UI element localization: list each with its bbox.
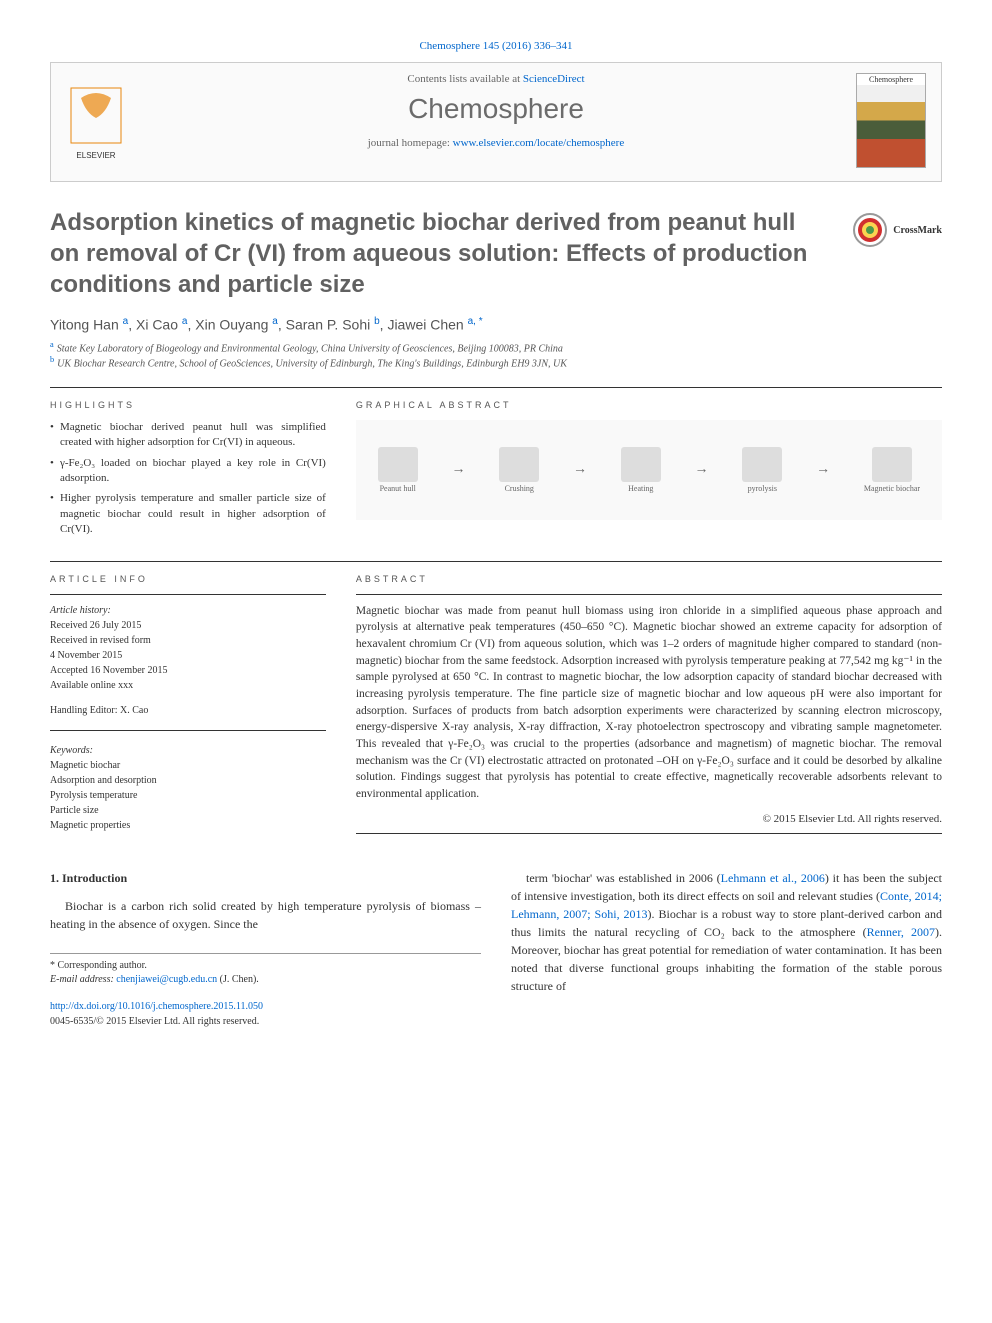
keyword-item: Particle size	[50, 803, 326, 818]
crossmark-label: CrossMark	[893, 225, 942, 236]
graphical-abstract-label: GRAPHICAL ABSTRACT	[356, 400, 942, 410]
sciencedirect-link[interactable]: ScienceDirect	[523, 73, 585, 85]
body-columns: 1. Introduction Biochar is a carbon rich…	[50, 869, 942, 1029]
keyword-item: Adsorption and desorption	[50, 773, 326, 788]
contents-lists-line: Contents lists available at ScienceDirec…	[66, 73, 926, 85]
article-history: Article history: Received 26 July 2015Re…	[50, 603, 326, 693]
copyright-line: © 2015 Elsevier Ltd. All rights reserved…	[356, 813, 942, 825]
highlights-label: HIGHLIGHTS	[50, 400, 326, 410]
highlight-item: γ-Fe₂O₃ loaded on biochar played a key r…	[50, 456, 326, 487]
section-divider	[50, 561, 942, 562]
email-suffix: (J. Chen).	[217, 974, 259, 985]
crossmark-icon	[852, 212, 888, 248]
ref-link[interactable]: Conte, 2014; Lehmann, 2007; Sohi, 2013	[511, 889, 942, 921]
section-divider	[50, 387, 942, 388]
affiliations: aState Key Laboratory of Biogeology and …	[50, 340, 942, 369]
intro-para-2: term 'biochar' was established in 2006 (…	[511, 869, 942, 995]
highlights-list: Magnetic biochar derived peanut hull was…	[50, 420, 326, 538]
article-info-column: ARTICLE INFO Article history: Received 2…	[50, 574, 326, 834]
abstract-column: ABSTRACT Magnetic biochar was made from …	[356, 574, 942, 834]
graphical-abstract-column: GRAPHICAL ABSTRACT Peanut hull→Crushing→…	[356, 400, 942, 543]
ga-step: Heating	[621, 447, 661, 493]
history-line: 4 November 2015	[50, 648, 326, 663]
homepage-prefix: journal homepage:	[368, 137, 453, 149]
keywords-label: Keywords:	[50, 743, 326, 758]
ga-step: Peanut hull	[378, 447, 418, 493]
body-col-left: 1. Introduction Biochar is a carbon rich…	[50, 869, 481, 1029]
title-block: CrossMark Adsorption kinetics of magneti…	[50, 207, 942, 369]
history-line: Received in revised form	[50, 633, 326, 648]
doi-link[interactable]: http://dx.doi.org/10.1016/j.chemosphere.…	[50, 1001, 263, 1012]
homepage-link[interactable]: www.elsevier.com/locate/chemosphere	[453, 137, 625, 149]
highlight-item: Higher pyrolysis temperature and smaller…	[50, 491, 326, 537]
article-info-label: ARTICLE INFO	[50, 574, 326, 584]
article-title: Adsorption kinetics of magnetic biochar …	[50, 207, 942, 301]
contents-prefix: Contents lists available at	[407, 73, 522, 85]
authors-line: Yitong Han a, Xi Cao a, Xin Ouyang a, Sa…	[50, 316, 942, 333]
issn-line: 0045-6535/© 2015 Elsevier Ltd. All right…	[50, 1016, 259, 1027]
cover-label: Chemosphere	[857, 74, 925, 85]
history-line: Available online xxx	[50, 678, 326, 693]
journal-header-box: ELSEVIER Chemosphere Contents lists avai…	[50, 62, 942, 182]
keyword-item: Magnetic biochar	[50, 758, 326, 773]
ga-step: pyrolysis	[742, 447, 782, 493]
ga-step: Magnetic biochar	[864, 447, 920, 493]
highlight-item: Magnetic biochar derived peanut hull was…	[50, 420, 326, 451]
ga-step: Crushing	[499, 447, 539, 493]
doi-block: http://dx.doi.org/10.1016/j.chemosphere.…	[50, 999, 481, 1029]
svg-text:ELSEVIER: ELSEVIER	[76, 151, 115, 160]
homepage-line: journal homepage: www.elsevier.com/locat…	[66, 137, 926, 149]
highlights-column: HIGHLIGHTS Magnetic biochar derived pean…	[50, 400, 326, 543]
ref-link[interactable]: Lehmann et al., 2006	[721, 871, 825, 885]
handling-editor-name: X. Cao	[120, 705, 148, 716]
graphical-abstract-image: Peanut hull→Crushing→Heating→pyrolysis→M…	[356, 420, 942, 520]
intro-heading: 1. Introduction	[50, 869, 481, 887]
handling-editor: Handling Editor: X. Cao	[50, 703, 326, 718]
abstract-text: Magnetic biochar was made from peanut hu…	[356, 603, 942, 803]
elsevier-logo: ELSEVIER	[66, 83, 126, 163]
journal-name: Chemosphere	[66, 93, 926, 125]
history-line: Received 26 July 2015	[50, 618, 326, 633]
corresponding-author-footer: * Corresponding author. E-mail address: …	[50, 953, 481, 987]
keyword-item: Magnetic properties	[50, 818, 326, 833]
article-history-label: Article history:	[50, 603, 326, 618]
journal-cover-thumbnail: Chemosphere	[856, 73, 926, 168]
email-label: E-mail address:	[50, 974, 116, 985]
history-line: Accepted 16 November 2015	[50, 663, 326, 678]
crossmark-badge[interactable]: CrossMark	[852, 212, 942, 248]
intro-para-1: Biochar is a carbon rich solid created b…	[50, 897, 481, 933]
body-col-right: term 'biochar' was established in 2006 (…	[511, 869, 942, 1029]
corresponding-label: * Corresponding author.	[50, 959, 481, 973]
keywords-block: Keywords: Magnetic biocharAdsorption and…	[50, 743, 326, 833]
email-link[interactable]: chenjiawei@cugb.edu.cn	[116, 974, 217, 985]
citation-line: Chemosphere 145 (2016) 336–341	[50, 40, 942, 52]
handling-editor-label: Handling Editor:	[50, 705, 120, 716]
keyword-item: Pyrolysis temperature	[50, 788, 326, 803]
ref-link[interactable]: Renner, 2007	[867, 925, 935, 939]
abstract-label: ABSTRACT	[356, 574, 942, 584]
